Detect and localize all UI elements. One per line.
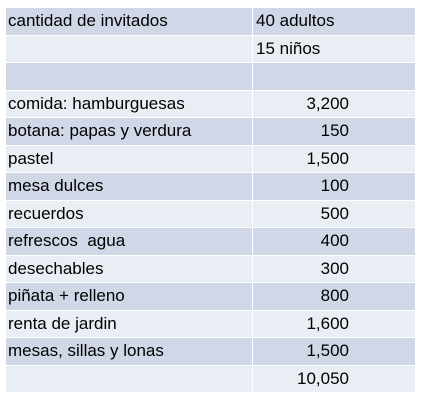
item-amount: 1,500 <box>252 145 415 173</box>
total-row: 10,050 <box>6 365 415 393</box>
item-amount: 1,600 <box>252 310 415 338</box>
budget-table: cantidad de invitados 40 adultos 15 niño… <box>6 8 415 393</box>
item-label: botana: papas y verdura <box>6 117 253 146</box>
item-amount: 500 <box>252 200 415 228</box>
table-row: refrescos agua 400 <box>6 227 415 256</box>
table-row: pastel 1,500 <box>6 145 415 173</box>
children-count: 15 niños <box>252 35 415 63</box>
item-amount: 3,200 <box>252 90 415 118</box>
item-amount: 150 <box>252 117 415 146</box>
item-label: renta de jardin <box>6 310 253 338</box>
item-label: piñata + relleno <box>6 282 253 311</box>
item-label: mesas, sillas y lonas <box>6 337 253 366</box>
table-row: cantidad de invitados 40 adultos <box>6 8 415 36</box>
item-label: recuerdos <box>6 200 253 228</box>
empty-cell <box>6 62 253 91</box>
item-label: mesa dulces <box>6 172 253 201</box>
table-row: mesas, sillas y lonas 1,500 <box>6 337 415 366</box>
item-amount: 300 <box>252 255 415 283</box>
item-label: desechables <box>6 255 253 283</box>
item-label: comida: hamburguesas <box>6 90 253 118</box>
guest-count-label: cantidad de invitados <box>6 8 253 36</box>
item-amount: 100 <box>252 172 415 201</box>
empty-cell <box>252 62 415 91</box>
item-label: refrescos agua <box>6 227 253 256</box>
table-row: mesa dulces 100 <box>6 172 415 201</box>
adults-count: 40 adultos <box>252 8 415 36</box>
table-row: piñata + relleno 800 <box>6 282 415 311</box>
table-row: recuerdos 500 <box>6 200 415 228</box>
item-amount: 400 <box>252 227 415 256</box>
table-row: 15 niños <box>6 35 415 63</box>
table-row: renta de jardin 1,600 <box>6 310 415 338</box>
table-row: desechables 300 <box>6 255 415 283</box>
total-amount: 10,050 <box>252 365 415 393</box>
empty-cell <box>6 35 253 63</box>
item-amount: 1,500 <box>252 337 415 366</box>
table-row: botana: papas y verdura 150 <box>6 117 415 146</box>
empty-cell <box>6 365 253 393</box>
table-row <box>6 62 415 91</box>
item-amount: 800 <box>252 282 415 311</box>
table-row: comida: hamburguesas 3,200 <box>6 90 415 118</box>
item-label: pastel <box>6 145 253 173</box>
